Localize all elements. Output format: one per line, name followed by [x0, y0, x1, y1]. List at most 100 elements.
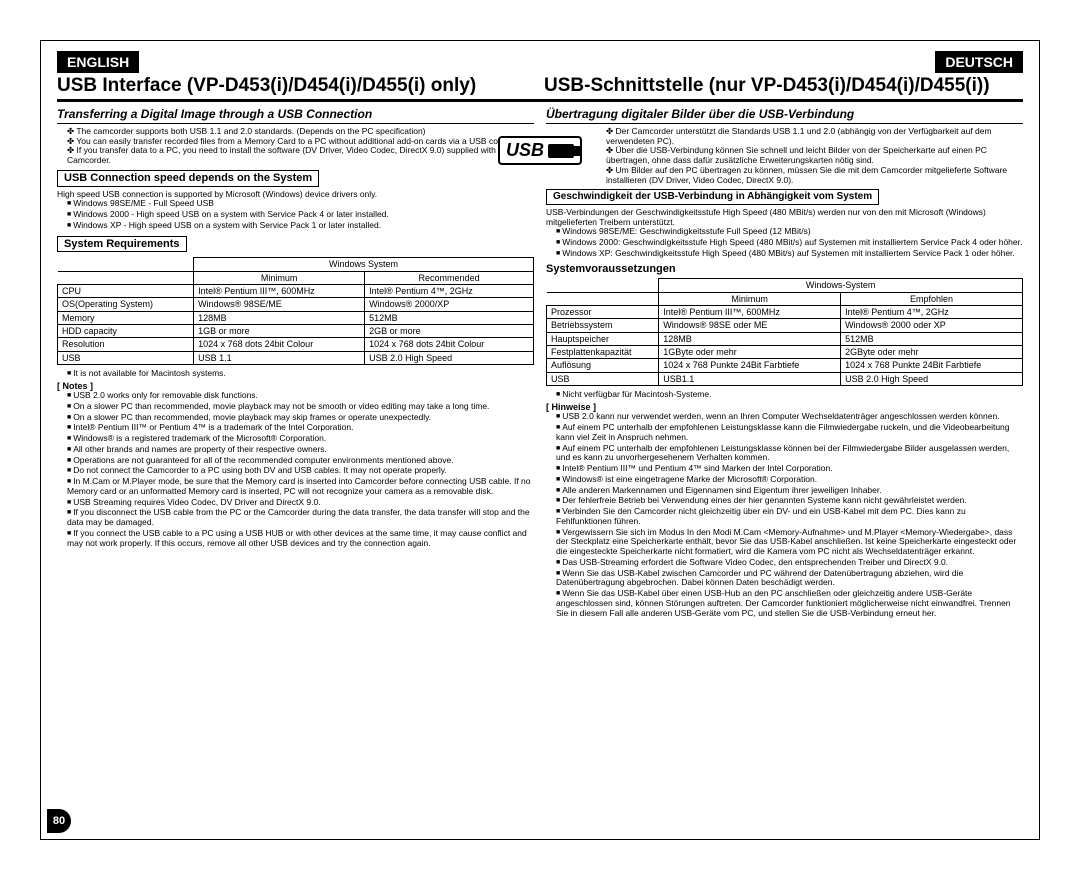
manual-page: ENGLISH DEUTSCH USB Interface (VP-D453(i… [40, 40, 1040, 840]
de-h1: Übertragung digitaler Bilder über die US… [546, 108, 1023, 124]
list-item: Der fehlerfreie Betrieb bei Verwendung e… [556, 496, 1023, 506]
de-notes-list: USB 2.0 kann nur verwendet werden, wenn … [546, 412, 1023, 618]
cell: USB 1.1 [194, 351, 365, 364]
col-deutsch: Übertragung digitaler Bilder über die US… [546, 106, 1023, 620]
list-item: Um Bilder auf den PC übertragen zu könne… [606, 166, 1023, 186]
cell: USB 2.0 High Speed [365, 351, 534, 364]
list-item: Der Camcorder unterstützt die Standards … [606, 127, 1023, 147]
list-item: Über die USB-Verbindung können Sie schne… [606, 146, 1023, 166]
list-item: On a slower PC than recommended, movie p… [67, 413, 534, 423]
list-item: Windows® ist eine eingetragene Marke der… [556, 475, 1023, 485]
en-speed-list: Windows 98SE/ME - Full Speed USB Windows… [57, 199, 534, 230]
de-h3: Systemvoraussetzungen [546, 263, 1023, 276]
cell: Intel® Pentium 4™, 2GHz [841, 306, 1023, 319]
usb-logo-icon: USB [498, 136, 582, 165]
cell: USB 2.0 High Speed [841, 372, 1023, 385]
list-item: Do not connect the Camcorder to a PC usi… [67, 466, 534, 476]
list-item: Windows® is a registered trademark of th… [67, 434, 534, 444]
de-mac-note: Nicht verfügbar für Macintosh-Systeme. [546, 390, 1023, 400]
usb-logo-text: USB [506, 140, 544, 161]
cell: USB [547, 372, 659, 385]
en-notes-list: USB 2.0 works only for removable disk fu… [57, 391, 534, 548]
de-system-table: Windows-System MinimumEmpfohlen Prozesso… [546, 278, 1023, 386]
cell: Intel® Pentium 4™, 2GHz [365, 284, 534, 297]
table-header: Windows-System [659, 279, 1023, 292]
list-item: Windows 98SE/ME: Geschwindigkeitsstufe F… [556, 227, 1023, 237]
cell: 2GB or more [365, 324, 534, 337]
list-item: Intel® Pentium III™ und Pentium 4™ sind … [556, 464, 1023, 474]
list-item: Intel® Pentium III™ or Pentium 4™ is a t… [67, 423, 534, 433]
table-col: Recommended [365, 271, 534, 284]
cell: 1024 x 768 Punkte 24Bit Farbtiefe [659, 359, 841, 372]
list-item: Auf einem PC unterhalb der empfohlenen L… [556, 423, 1023, 443]
list-item: Vergewissern Sie sich im Modus In den Mo… [556, 528, 1023, 557]
list-item: Auf einem PC unterhalb der empfohlenen L… [556, 444, 1023, 464]
cell: Festplattenkapazität [547, 346, 659, 359]
de-clover-list: Der Camcorder unterstützt die Standards … [546, 127, 1023, 186]
list-item: Windows 2000: Geschwindigkeitsstufe High… [556, 238, 1023, 248]
cell: Hauptspeicher [547, 332, 659, 345]
language-bar: ENGLISH DEUTSCH [57, 51, 1023, 73]
cell: Betriebssystem [547, 319, 659, 332]
en-system-table: Windows System MinimumRecommended CPUInt… [57, 257, 534, 365]
cell: 512MB [841, 332, 1023, 345]
cell: Intel® Pentium III™, 600MHz [194, 284, 365, 297]
list-item: On a slower PC than recommended, movie p… [67, 402, 534, 412]
en-h3: System Requirements [57, 236, 187, 253]
list-item: USB 2.0 works only for removable disk fu… [67, 391, 534, 401]
cell: CPU [58, 284, 194, 297]
cell: 128MB [659, 332, 841, 345]
de-h2: Geschwindigkeit der USB-Verbindung in Ab… [546, 189, 879, 205]
lang-deutsch: DEUTSCH [935, 51, 1023, 73]
list-item: USB Streaming requires Video Codec, DV D… [67, 498, 534, 508]
cell: Windows® 98SE/ME [194, 298, 365, 311]
list-item: In M.Cam or M.Player mode, be sure that … [67, 477, 534, 497]
list-item: If you connect the USB cable to a PC usi… [67, 529, 534, 549]
cell: 1024 x 768 dots 24bit Colour [194, 338, 365, 351]
cell: Windows® 2000 oder XP [841, 319, 1023, 332]
page-number: 80 [47, 809, 71, 833]
cell: Resolution [58, 338, 194, 351]
list-item: Wenn Sie das USB-Kabel über einen USB-Hu… [556, 589, 1023, 618]
de-speed-intro: USB-Verbindungen der Geschwindigkeitsstu… [546, 208, 1023, 228]
cell: HDD capacity [58, 324, 194, 337]
title-en: USB Interface (VP-D453(i)/D454(i)/D455(i… [57, 75, 536, 97]
list-item: Windows XP: Geschwindigkeitsstufe High S… [556, 249, 1023, 259]
list-item: Windows 2000 - High speed USB on a syste… [67, 210, 534, 220]
cell: Windows® 98SE oder ME [659, 319, 841, 332]
en-mac-note: It is not available for Macintosh system… [57, 369, 534, 379]
de-speed-list: Windows 98SE/ME: Geschwindigkeitsstufe F… [546, 227, 1023, 258]
list-item: It is not available for Macintosh system… [67, 369, 534, 379]
en-clover-list: The camcorder supports both USB 1.1 and … [57, 127, 534, 166]
cell: Windows® 2000/XP [365, 298, 534, 311]
list-item: Windows 98SE/ME - Full Speed USB [67, 199, 534, 209]
cell: 128MB [194, 311, 365, 324]
cell: 1024 x 768 dots 24bit Colour [365, 338, 534, 351]
table-col: Minimum [659, 292, 841, 305]
cell: Memory [58, 311, 194, 324]
title-de: USB-Schnittstelle (nur VP-D453(i)/D454(i… [544, 75, 1023, 97]
cell: 512MB [365, 311, 534, 324]
list-item: USB 2.0 kann nur verwendet werden, wenn … [556, 412, 1023, 422]
list-item: If you transfer data to a PC, you need t… [67, 146, 534, 166]
list-item: Das USB-Streaming erfordert die Software… [556, 558, 1023, 568]
cell: Prozessor [547, 306, 659, 319]
cell: USB [58, 351, 194, 364]
columns: Transferring a Digital Image through a U… [57, 106, 1023, 620]
en-h2: USB Connection speed depends on the Syst… [57, 170, 319, 187]
usb-plug-icon [548, 144, 574, 158]
table-col: Empfohlen [841, 292, 1023, 305]
list-item: Windows XP - High speed USB on a system … [67, 221, 534, 231]
list-item: Alle anderen Markennamen und Eigennamen … [556, 486, 1023, 496]
cell: 2GByte oder mehr [841, 346, 1023, 359]
cell: 1GB or more [194, 324, 365, 337]
cell: 1GByte oder mehr [659, 346, 841, 359]
cell: 1024 x 768 Punkte 24Bit Farbtiefe [841, 359, 1023, 372]
cell: Auflösung [547, 359, 659, 372]
table-col: Minimum [194, 271, 365, 284]
list-item: If you disconnect the USB cable from the… [67, 508, 534, 528]
col-english: Transferring a Digital Image through a U… [57, 106, 534, 620]
cell: Intel® Pentium III™, 600MHz [659, 306, 841, 319]
list-item: Nicht verfügbar für Macintosh-Systeme. [556, 390, 1023, 400]
title-row: USB Interface (VP-D453(i)/D454(i)/D455(i… [57, 75, 1023, 102]
